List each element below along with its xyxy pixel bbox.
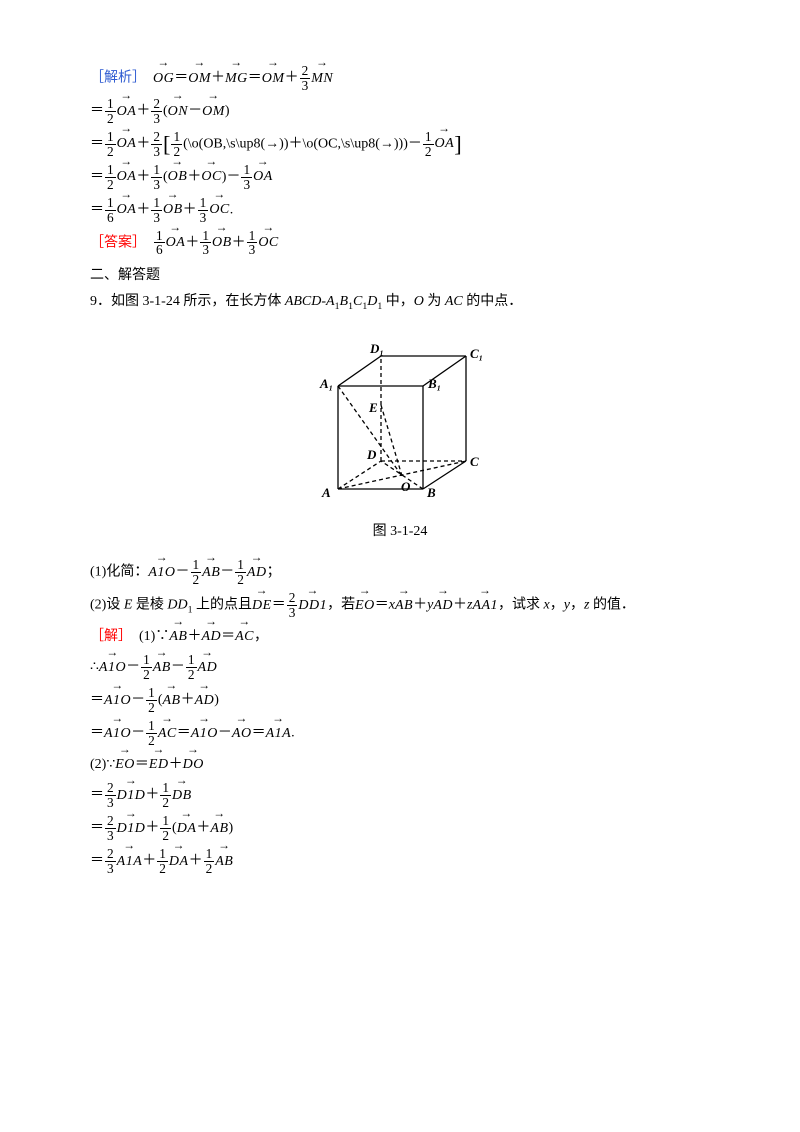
figure-3-1-24: A B C D A₁ B₁ C₁ D₁ O E xyxy=(90,329,710,513)
cuboid-diagram: A B C D A₁ B₁ C₁ D₁ O E xyxy=(315,329,485,504)
analysis-line-5: ＝16→OA＋13→OB＋13→OC. xyxy=(90,196,710,225)
analysis-line-4: ＝12→OA＋13(→OB＋→OC)－13→OA xyxy=(90,163,710,192)
svg-text:D: D xyxy=(366,447,377,462)
svg-text:C: C xyxy=(470,454,479,469)
sol-2d: ＝23→A1A＋12→DA＋12→AB xyxy=(90,847,710,876)
answer-line: ［答案］ 16→OA＋13→OB＋13→OC xyxy=(90,229,710,258)
sol-1c: ＝→A1O－12(→AB＋→AD) xyxy=(90,686,710,715)
sol-1b: ∴→A1O－12→AB－12→AD xyxy=(90,653,710,682)
svg-text:A₁: A₁ xyxy=(319,376,333,391)
svg-text:B: B xyxy=(426,485,436,500)
answer-label: ［答案］ xyxy=(90,235,139,250)
svg-text:A: A xyxy=(321,485,331,500)
sol-1a: ［解］ (1)∵→AB＋→AD＝→AC， xyxy=(90,624,710,649)
section-2-heading: 二、解答题 xyxy=(90,263,710,288)
analysis-label: ［解析］ xyxy=(90,71,139,86)
svg-text:O: O xyxy=(401,479,411,494)
svg-text:E: E xyxy=(368,400,378,415)
document-page: ［解析］ →OG＝→OM＋→MG＝→OM＋23→MN ＝12→OA＋23(→ON… xyxy=(0,0,800,920)
svg-text:D₁: D₁ xyxy=(369,341,384,356)
figure-caption: 图 3-1-24 xyxy=(90,519,710,544)
svg-text:B₁: B₁ xyxy=(427,376,441,391)
analysis-line-2: ＝12→OA＋23(→ON－→OM) xyxy=(90,97,710,126)
q9-statement: 9．如图 3-1-24 所示，在长方体 ABCD-A1B1C1D1 中，O 为 … xyxy=(90,289,710,315)
sol-label: ［解］ xyxy=(90,629,125,644)
svg-text:C₁: C₁ xyxy=(470,346,483,361)
